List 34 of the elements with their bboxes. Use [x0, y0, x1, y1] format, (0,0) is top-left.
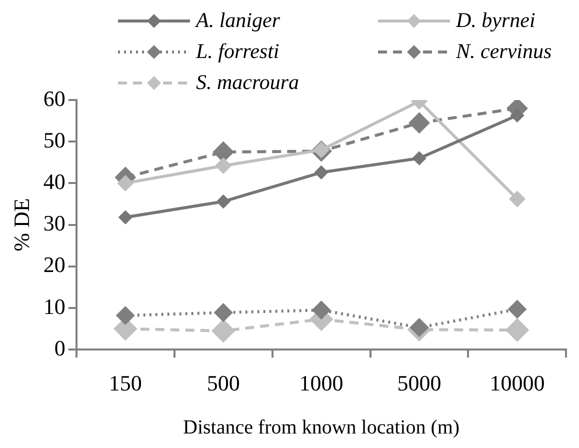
x-tick-label: 1000: [299, 370, 344, 396]
point: [216, 158, 232, 174]
legend-label: S. macroura: [196, 70, 300, 95]
legend-label: N. cervinus: [456, 39, 552, 64]
point: [312, 301, 330, 319]
point: [212, 320, 235, 342]
point: [412, 152, 426, 165]
point: [409, 112, 430, 133]
x-tick-label: 500: [206, 370, 240, 396]
point: [116, 306, 134, 324]
legend-label: L. forresti: [196, 39, 280, 64]
y-tick-label: 60: [43, 86, 66, 111]
point: [506, 318, 529, 342]
point: [214, 304, 232, 322]
x-tick-label: 150: [108, 370, 142, 396]
y-tick-label: 10: [43, 294, 66, 319]
y-tick-label: 0: [54, 335, 66, 360]
y-tick-label: 50: [43, 127, 66, 152]
x-axis-title: Distance from known location (m): [183, 416, 460, 438]
legend-label: D. byrnei: [456, 8, 536, 33]
point: [118, 210, 132, 224]
point: [508, 300, 526, 318]
x-tick-label: 5000: [397, 370, 442, 396]
y-tick-label: 30: [43, 210, 66, 236]
y-axis-title: % DE: [8, 198, 34, 252]
point: [510, 191, 525, 207]
point: [118, 176, 134, 191]
point: [510, 108, 524, 122]
legend-label: A. laniger: [196, 8, 280, 33]
point: [216, 195, 230, 208]
x-tick-label: 10000: [490, 370, 545, 396]
y-tick-label: 40: [43, 168, 66, 194]
point: [314, 166, 328, 179]
y-tick-label: 20: [43, 252, 66, 278]
